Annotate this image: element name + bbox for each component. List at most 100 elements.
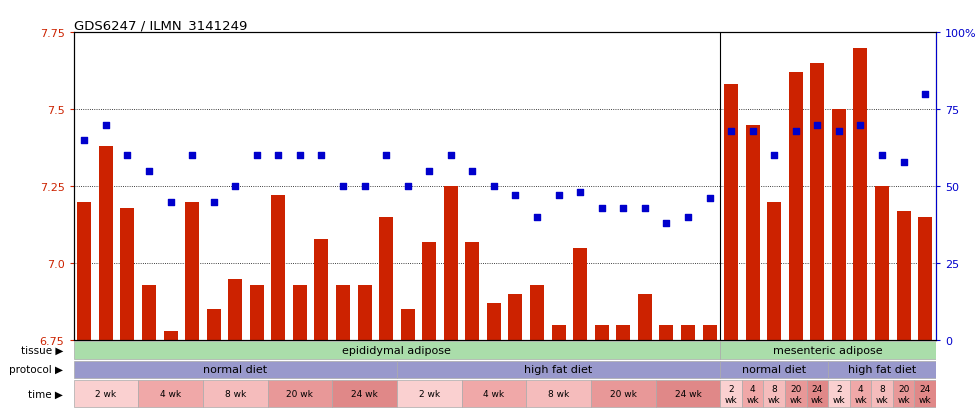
Point: [637, 205, 653, 211]
Point: [270, 153, 286, 159]
Text: 24
wk: 24 wk: [919, 384, 931, 404]
Text: epididymal adipose: epididymal adipose: [342, 345, 452, 355]
Bar: [401, 310, 415, 340]
Bar: [720, 361, 828, 378]
Bar: [74, 341, 720, 359]
Text: 2 wk: 2 wk: [418, 389, 440, 399]
Bar: [358, 285, 371, 340]
Point: [335, 183, 351, 190]
Point: [465, 168, 480, 175]
Point: [766, 153, 782, 159]
Text: 2 wk: 2 wk: [95, 389, 117, 399]
Bar: [77, 202, 91, 340]
Bar: [379, 217, 393, 340]
Bar: [422, 242, 436, 340]
Bar: [487, 304, 501, 340]
Bar: [142, 285, 156, 340]
Point: [853, 122, 868, 128]
Bar: [573, 248, 587, 340]
Bar: [228, 279, 242, 340]
Text: high fat diet: high fat diet: [848, 364, 916, 374]
Point: [120, 153, 135, 159]
Bar: [397, 361, 720, 378]
Text: 24 wk: 24 wk: [674, 389, 702, 399]
Point: [357, 183, 372, 190]
Bar: [746, 125, 760, 340]
Bar: [336, 285, 350, 340]
Bar: [789, 73, 803, 340]
Point: [98, 122, 114, 128]
Bar: [99, 147, 113, 340]
Point: [874, 153, 890, 159]
Bar: [509, 294, 522, 340]
Bar: [530, 285, 544, 340]
Bar: [207, 310, 220, 340]
Bar: [850, 380, 871, 407]
Bar: [526, 380, 591, 407]
Bar: [681, 325, 695, 340]
Bar: [828, 380, 850, 407]
Text: 4 wk: 4 wk: [160, 389, 181, 399]
Point: [529, 214, 545, 221]
Bar: [871, 380, 893, 407]
Bar: [121, 208, 134, 340]
Point: [443, 153, 459, 159]
Text: 2
wk: 2 wk: [833, 384, 845, 404]
Text: 4
wk: 4 wk: [747, 384, 759, 404]
Bar: [828, 361, 936, 378]
Bar: [897, 211, 910, 340]
Bar: [918, 217, 932, 340]
Point: [917, 91, 933, 98]
Text: 20 wk: 20 wk: [286, 389, 314, 399]
Text: high fat diet: high fat diet: [524, 364, 593, 374]
Text: 4
wk: 4 wk: [855, 384, 866, 404]
Point: [141, 168, 157, 175]
Bar: [250, 285, 264, 340]
Bar: [638, 294, 652, 340]
Bar: [164, 331, 177, 340]
Point: [163, 199, 178, 205]
Bar: [552, 325, 565, 340]
Bar: [462, 380, 526, 407]
Point: [421, 168, 437, 175]
Text: 24 wk: 24 wk: [351, 389, 378, 399]
Text: 8
wk: 8 wk: [876, 384, 888, 404]
Bar: [444, 187, 458, 340]
Text: protocol ▶: protocol ▶: [9, 364, 63, 374]
Point: [745, 128, 760, 135]
Bar: [703, 325, 716, 340]
Bar: [138, 380, 203, 407]
Bar: [832, 110, 846, 340]
Bar: [466, 242, 479, 340]
Point: [723, 128, 739, 135]
Bar: [656, 380, 720, 407]
Point: [896, 159, 911, 166]
Bar: [271, 196, 285, 340]
Bar: [185, 202, 199, 340]
Point: [680, 214, 696, 221]
Bar: [293, 285, 307, 340]
Text: 8 wk: 8 wk: [224, 389, 246, 399]
Point: [486, 183, 502, 190]
Point: [809, 122, 825, 128]
Text: 2
wk: 2 wk: [725, 384, 737, 404]
Bar: [742, 380, 763, 407]
Text: mesenteric adipose: mesenteric adipose: [773, 345, 883, 355]
Text: 20 wk: 20 wk: [610, 389, 637, 399]
Bar: [724, 85, 738, 340]
Text: 20
wk: 20 wk: [790, 384, 802, 404]
Point: [702, 196, 717, 202]
Point: [206, 199, 221, 205]
Text: 4 wk: 4 wk: [483, 389, 505, 399]
Bar: [660, 325, 673, 340]
Text: 20
wk: 20 wk: [898, 384, 909, 404]
Bar: [315, 239, 328, 340]
Bar: [720, 380, 742, 407]
Bar: [785, 380, 807, 407]
Bar: [720, 341, 936, 359]
Point: [184, 153, 200, 159]
Bar: [595, 325, 609, 340]
Bar: [268, 380, 332, 407]
Bar: [914, 380, 936, 407]
Point: [572, 190, 588, 196]
